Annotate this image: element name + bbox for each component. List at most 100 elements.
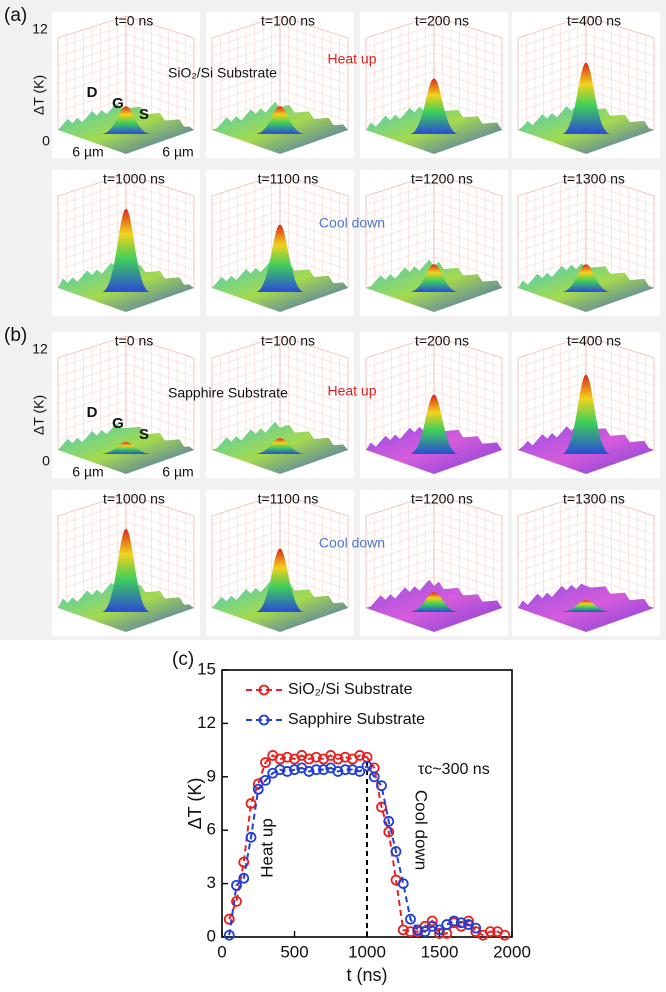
wall-grid	[517, 52, 587, 76]
wall-grid	[433, 80, 503, 103]
wall-grid	[517, 502, 587, 526]
x-axis-title: t (ns)	[346, 965, 387, 985]
wall-grid	[57, 247, 127, 270]
surface-tile	[512, 490, 660, 636]
wall-grid	[517, 521, 587, 544]
wall-grid	[125, 34, 195, 57]
wall-grid	[585, 70, 655, 94]
wall-grid	[211, 521, 281, 544]
wall-grid	[125, 502, 195, 526]
data-point	[354, 750, 366, 761]
substrate-label: SiO₂/Si Substrate	[168, 65, 277, 81]
data-point	[245, 798, 257, 809]
wall-grid	[279, 576, 349, 600]
y-tick-label: 12	[197, 713, 216, 732]
wall-grid	[365, 201, 435, 224]
wall-grid	[433, 219, 503, 243]
wall-grid	[57, 219, 127, 243]
data-point	[310, 764, 322, 776]
data-point	[499, 929, 511, 941]
data-point	[318, 764, 329, 776]
wall-grid	[365, 512, 435, 535]
wall-grid	[57, 372, 127, 396]
y-tick-label: 6	[207, 820, 216, 839]
wall-grid	[279, 219, 349, 243]
data-point	[347, 764, 358, 776]
z-tick-label: 12	[32, 341, 48, 357]
wall-grid	[211, 567, 281, 590]
wall-grid	[125, 521, 195, 544]
z-tick-label: 0	[42, 453, 50, 469]
terminal-label: D	[87, 84, 98, 101]
wall-grid	[211, 400, 281, 423]
wall-grid	[57, 182, 127, 206]
wall-grid	[57, 70, 127, 94]
surface-peak	[102, 106, 150, 134]
time-label: t=1100 ns	[258, 171, 319, 187]
wall-grid	[365, 372, 435, 396]
wall-grid	[433, 512, 503, 535]
wall-grid	[211, 548, 281, 572]
wall-grid	[279, 34, 349, 57]
wall-grid	[365, 98, 435, 122]
surface-tile	[512, 332, 660, 478]
wall-grid	[57, 363, 127, 386]
time-label: t=1000 ns	[103, 171, 165, 187]
wall-grid	[433, 344, 503, 368]
surface-peak	[562, 264, 610, 292]
wall-grid	[57, 192, 127, 215]
wall-grid	[211, 372, 281, 396]
wall-grid	[517, 256, 587, 280]
data-point	[390, 846, 402, 857]
wall-grid	[585, 512, 655, 535]
time-label: t=1300 ns	[563, 171, 625, 187]
wall-grid	[211, 576, 281, 600]
wall-grid	[517, 381, 587, 405]
x-tick-label: 0	[217, 942, 226, 961]
wall-grid	[517, 576, 587, 600]
wall-grid	[125, 24, 195, 48]
wall-grid	[433, 390, 503, 414]
wall-grid	[433, 89, 503, 112]
time-label: t=0 ns	[115, 13, 154, 29]
surface-peak	[256, 548, 304, 612]
wall-grid	[433, 409, 503, 432]
wall-grid	[585, 409, 655, 432]
wall-grid	[279, 363, 349, 386]
wall-grid	[517, 372, 587, 396]
surface-peak	[410, 394, 458, 454]
annotation: Heat up	[257, 818, 276, 878]
data-point	[470, 922, 482, 934]
wall-grid	[585, 34, 655, 57]
wall-grid	[433, 558, 503, 581]
wall-grid	[365, 24, 435, 48]
wall-grid	[365, 80, 435, 103]
wall-grid	[433, 354, 503, 377]
wall-grid	[433, 567, 503, 590]
wall-grid	[365, 530, 435, 554]
wall-grid	[279, 256, 349, 280]
surface-tile	[206, 12, 354, 158]
wall-grid	[517, 247, 587, 270]
wall-grid	[433, 400, 503, 423]
wall-grid	[125, 558, 195, 581]
wall-grid	[433, 530, 503, 554]
wall-grid	[125, 182, 195, 206]
data-point	[383, 815, 395, 827]
wall-grid	[517, 512, 587, 535]
y-tick-label: 9	[207, 766, 216, 785]
wall-grid	[279, 61, 349, 85]
wall-grid	[279, 400, 349, 423]
wall-grid	[433, 201, 503, 224]
wall-grid	[279, 354, 349, 377]
data-point	[412, 924, 424, 936]
z-axis-label: ΔT (K)	[31, 75, 47, 115]
data-point	[332, 753, 344, 765]
surface-peak	[102, 442, 150, 454]
data-point	[397, 878, 409, 889]
wall-grid	[433, 24, 503, 48]
wall-grid	[211, 182, 281, 206]
wall-grid	[279, 43, 349, 66]
data-point	[383, 826, 395, 838]
wall-grid	[211, 24, 281, 48]
